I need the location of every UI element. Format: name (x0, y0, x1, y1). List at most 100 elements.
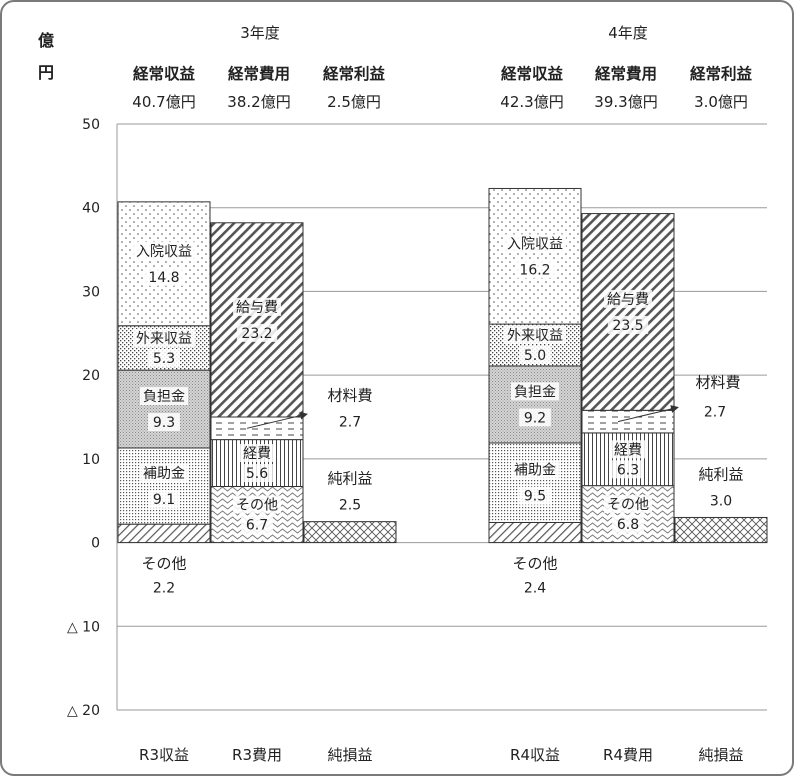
segment-name-label: 材料費 (327, 386, 372, 404)
segment-name-label: 外来収益 (507, 328, 563, 344)
segment-value-label: 9.5 (524, 489, 546, 505)
segment-value-label: 2.7 (339, 414, 361, 430)
bar-segment (488, 521, 582, 544)
segment-name-label: その他 (607, 497, 649, 513)
segment-name-label-bg (511, 382, 559, 401)
segment-name-label: 負担金 (143, 389, 185, 405)
segment-value-label-bg (241, 464, 273, 483)
summary-amount: 42.3億円 (500, 93, 563, 111)
segment-value-label-bg (612, 460, 644, 479)
segment-value-label: 16.2 (519, 262, 550, 278)
segment-name-label-bg (504, 234, 566, 253)
segment-value-label-bg (514, 260, 556, 279)
segment-name-label: 入院収益 (507, 236, 563, 252)
segment-value-label-bg (519, 486, 551, 505)
segment-name-label: 補助金 (143, 466, 185, 482)
bar-segment (488, 365, 582, 444)
segment-value-label: 9.3 (153, 415, 175, 431)
summary-amount: 38.2億円 (227, 93, 290, 111)
segment-name-label: 経費 (243, 446, 271, 462)
summary-name: 経常費用 (228, 64, 290, 83)
bar-segment (581, 485, 675, 544)
segment-value-label: 23.2 (241, 326, 272, 342)
bar-segment (210, 485, 304, 544)
segment-value-label: 6.8 (617, 517, 639, 533)
summary-amount: 2.5億円 (327, 93, 381, 111)
segment-value-label: 5.3 (153, 351, 175, 367)
summary-name: 経常費用 (595, 64, 657, 83)
bar-segment (581, 409, 675, 434)
segment-name-label: 負担金 (514, 384, 556, 400)
y-tick-label: △ 10 (67, 619, 100, 635)
x-category-label: R3収益 (139, 746, 189, 764)
segment-value-label: 2.4 (524, 581, 546, 597)
segment-value-label: 9.2 (524, 410, 546, 426)
segment-name-label-bg (604, 495, 652, 514)
bar-segment (581, 213, 675, 411)
segment-name-label: その他 (141, 555, 186, 573)
segment-name-label-bg (240, 444, 274, 463)
x-category-label: R3費用 (232, 746, 282, 764)
segment-value-label: 6.7 (246, 518, 268, 534)
year-title: 4年度 (608, 24, 648, 42)
segment-name-label: 補助金 (514, 463, 556, 479)
x-category-label: 純損益 (327, 746, 372, 764)
summary-name: 経常収益 (133, 64, 196, 83)
segment-value-label: 5.0 (524, 348, 546, 364)
segment-name-label: 純利益 (327, 470, 372, 488)
x-category-label: 純損益 (698, 746, 743, 764)
segment-name-label-bg (233, 297, 281, 316)
segment-name-label: 給与費 (607, 292, 649, 308)
bar-segment (488, 442, 582, 523)
segment-name-label: 純利益 (698, 465, 743, 483)
summary-name: 経常収益 (501, 64, 564, 83)
segment-value-label: 3.0 (710, 493, 732, 509)
bar-segment (117, 201, 211, 327)
segment-value-label-bg (241, 515, 273, 534)
segment-value-label: 6.3 (617, 462, 639, 478)
segment-name-label: 外来収益 (136, 331, 192, 347)
segment-value-label-bg (148, 490, 180, 509)
segment-value-label: 2.7 (704, 405, 726, 421)
bar-segment (674, 516, 768, 544)
callout-arrow (246, 411, 308, 429)
segment-value-label-bg (148, 348, 180, 367)
y-tick-label: 50 (82, 117, 100, 133)
segment-name-label-bg (511, 460, 559, 479)
segment-value-label: 2.2 (153, 581, 175, 597)
y-tick-label: 40 (82, 201, 100, 217)
segment-value-label-bg (236, 323, 278, 342)
bar-segment (488, 187, 582, 325)
x-category-label: R4費用 (603, 746, 653, 764)
segment-name-label: 材料費 (695, 374, 740, 392)
bar-segment (117, 447, 211, 525)
segment-name-label-bg (611, 440, 645, 459)
y-unit-label: 円 (38, 63, 54, 82)
segment-name-label: その他 (236, 498, 278, 514)
bar-segment (117, 523, 211, 544)
y-tick-label: 10 (82, 452, 100, 468)
callout-arrow (617, 405, 679, 423)
summary-amount: 3.0億円 (694, 93, 748, 111)
segment-value-label: 5.6 (246, 466, 268, 482)
summary-name: 経常利益 (690, 64, 753, 83)
segment-name-label-bg (504, 326, 566, 345)
segment-value-label: 2.5 (339, 498, 361, 514)
segment-name-label-bg (604, 289, 652, 308)
summary-name: 経常利益 (323, 64, 386, 83)
year-title: 3年度 (240, 24, 280, 42)
segment-value-label: 14.8 (148, 270, 179, 286)
summary-amount: 39.3億円 (594, 93, 657, 111)
x-category-label: R4収益 (510, 746, 560, 764)
segment-value-label-bg (519, 346, 551, 365)
segment-name-label-bg (140, 387, 188, 406)
segment-value-label-bg (519, 408, 551, 427)
segment-name-label-bg (133, 241, 195, 260)
segment-value-label-bg (607, 315, 649, 334)
segment-name-label: 入院収益 (136, 244, 192, 260)
segment-value-label-bg (143, 267, 185, 286)
segment-value-label-bg (148, 413, 180, 432)
y-tick-label: 20 (82, 368, 100, 384)
bar-segment (303, 521, 397, 544)
